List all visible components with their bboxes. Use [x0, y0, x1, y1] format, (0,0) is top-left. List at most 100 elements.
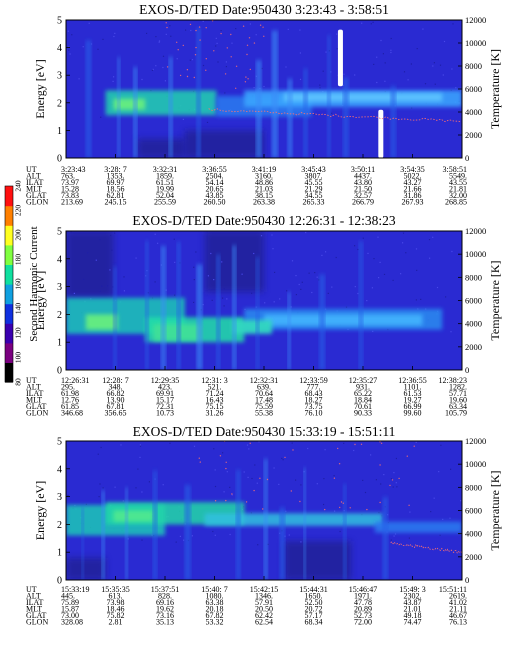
heatmap-stripe [184, 484, 191, 580]
y2-tick-label: 12000 [465, 226, 486, 236]
x-tick-label: 3:28: 7 [104, 165, 126, 174]
temperature-point [226, 47, 228, 49]
heatmap-speckle [246, 444, 249, 446]
y-tick-label: 2 [57, 310, 62, 321]
heatmap-speckle [135, 487, 137, 489]
heatmap-speckle [224, 92, 226, 94]
heatmap-speckle [221, 261, 223, 263]
heatmap-speckle [122, 500, 124, 502]
heatmap-speckle [212, 530, 214, 533]
heatmap-speckle [285, 66, 287, 68]
heatmap-speckle [323, 503, 325, 506]
table-cell: 62.54 [255, 618, 273, 627]
heatmap-speckle [231, 494, 233, 496]
heatmap-speckle [279, 298, 281, 300]
table-row-label: ILAT [26, 178, 43, 187]
y-tick-label: 5 [57, 227, 62, 238]
table-cell: 328.08 [61, 618, 83, 627]
table-cell: 21.50 [354, 185, 372, 194]
colorbar-tick-label: 220 [14, 205, 23, 217]
heatmap-stripe [256, 60, 262, 158]
heatmap-stripe [196, 27, 201, 158]
table-cell: 17.48 [255, 396, 273, 405]
heatmap-speckle [251, 477, 253, 480]
heatmap-speckle [182, 118, 184, 120]
heatmap-speckle [377, 236, 379, 238]
y-tick-label: 3 [57, 282, 62, 293]
heatmap-speckle [281, 457, 283, 459]
temperature-point [253, 42, 256, 44]
heatmap-speckle [222, 297, 224, 299]
heatmap-speckle [217, 61, 219, 63]
heatmap-speckle [390, 49, 392, 51]
table-cell: 71.24 [206, 389, 224, 398]
table-cell: 69.91 [156, 389, 174, 398]
table-cell: 76.10 [305, 409, 323, 418]
temperature-point [247, 78, 249, 80]
temperature-point [408, 504, 410, 506]
temperature-point [248, 37, 251, 39]
table-cell: 1971. [354, 592, 372, 601]
panel-2: EXOS-D/TED Date:950430 12:26:31 - 12:38:… [26, 213, 502, 418]
heatmap-speckle [331, 286, 333, 288]
heatmap-speckle [298, 283, 300, 286]
heatmap-peak [113, 98, 146, 110]
heatmap-stripe [343, 483, 347, 580]
temperature-point [290, 490, 292, 492]
table-cell: 43.27 [404, 178, 422, 187]
colorbar-segment [5, 362, 13, 383]
heatmap-speckle [101, 285, 103, 287]
panel-title: EXOS-D/TED Date:950430 3:23:43 - 3:58:51 [139, 2, 389, 17]
table-cell: 21.81 [449, 185, 467, 194]
heatmap-speckle [211, 299, 213, 301]
colorbar-tick-label: 140 [14, 303, 23, 315]
heatmap-speckle [379, 261, 381, 263]
table-row-label: GLON [26, 198, 48, 207]
heatmap-speckle [305, 231, 307, 234]
colorbar-segment [5, 323, 13, 344]
heatmap-speckle [214, 534, 216, 536]
table-cell: 68.43 [305, 389, 323, 398]
heatmap-speckle [324, 449, 326, 451]
heatmap-speckle [295, 294, 297, 296]
heatmap-speckle [152, 68, 154, 70]
heatmap-speckle [135, 257, 137, 259]
x-tick-label: 3:41:19 [252, 165, 276, 174]
heatmap-speckle [330, 71, 332, 73]
table-cell: 105.79 [445, 409, 467, 418]
heatmap-speckle [190, 29, 192, 32]
temperature-point [262, 508, 264, 510]
y-tick-label: 2 [57, 520, 62, 531]
table-cell: 69.97 [107, 178, 125, 187]
temperature-point [195, 29, 197, 32]
table-row-label: ALT [26, 592, 41, 601]
table-cell: 1353. [107, 172, 125, 181]
heatmap-speckle [68, 49, 70, 51]
x-tick-label: 3:58:51 [443, 165, 467, 174]
table-row-label: GLAT [26, 611, 47, 620]
heatmap-speckle [139, 456, 141, 458]
temperature-point [242, 25, 245, 27]
heatmap-speckle [258, 441, 260, 443]
table-cell: 65.22 [354, 389, 372, 398]
temperature-point [354, 443, 356, 446]
x-tick-label: 3:23:43 [61, 165, 85, 174]
heatmap-speckle [364, 491, 367, 494]
heatmap-speckle [90, 43, 93, 45]
table-cell: 346.68 [61, 409, 83, 418]
y2-tick-label: 10000 [465, 249, 486, 259]
table-cell: 66.99 [404, 402, 422, 411]
table-cell: 47.78 [354, 598, 372, 607]
heatmap-speckle [99, 483, 101, 485]
heatmap-speckle [390, 37, 392, 40]
x-tick-label: 15:51:11 [439, 585, 467, 594]
heatmap-speckle [162, 66, 164, 69]
table-cell: 38.15 [255, 191, 273, 200]
heatmap-speckle [271, 234, 273, 236]
heatmap-speckle [73, 292, 75, 294]
heatmap-speckle [207, 275, 209, 277]
heatmap-speckle [263, 85, 265, 88]
colorbar-tick-label: 80 [14, 378, 23, 386]
heatmap-stripe [256, 256, 260, 370]
